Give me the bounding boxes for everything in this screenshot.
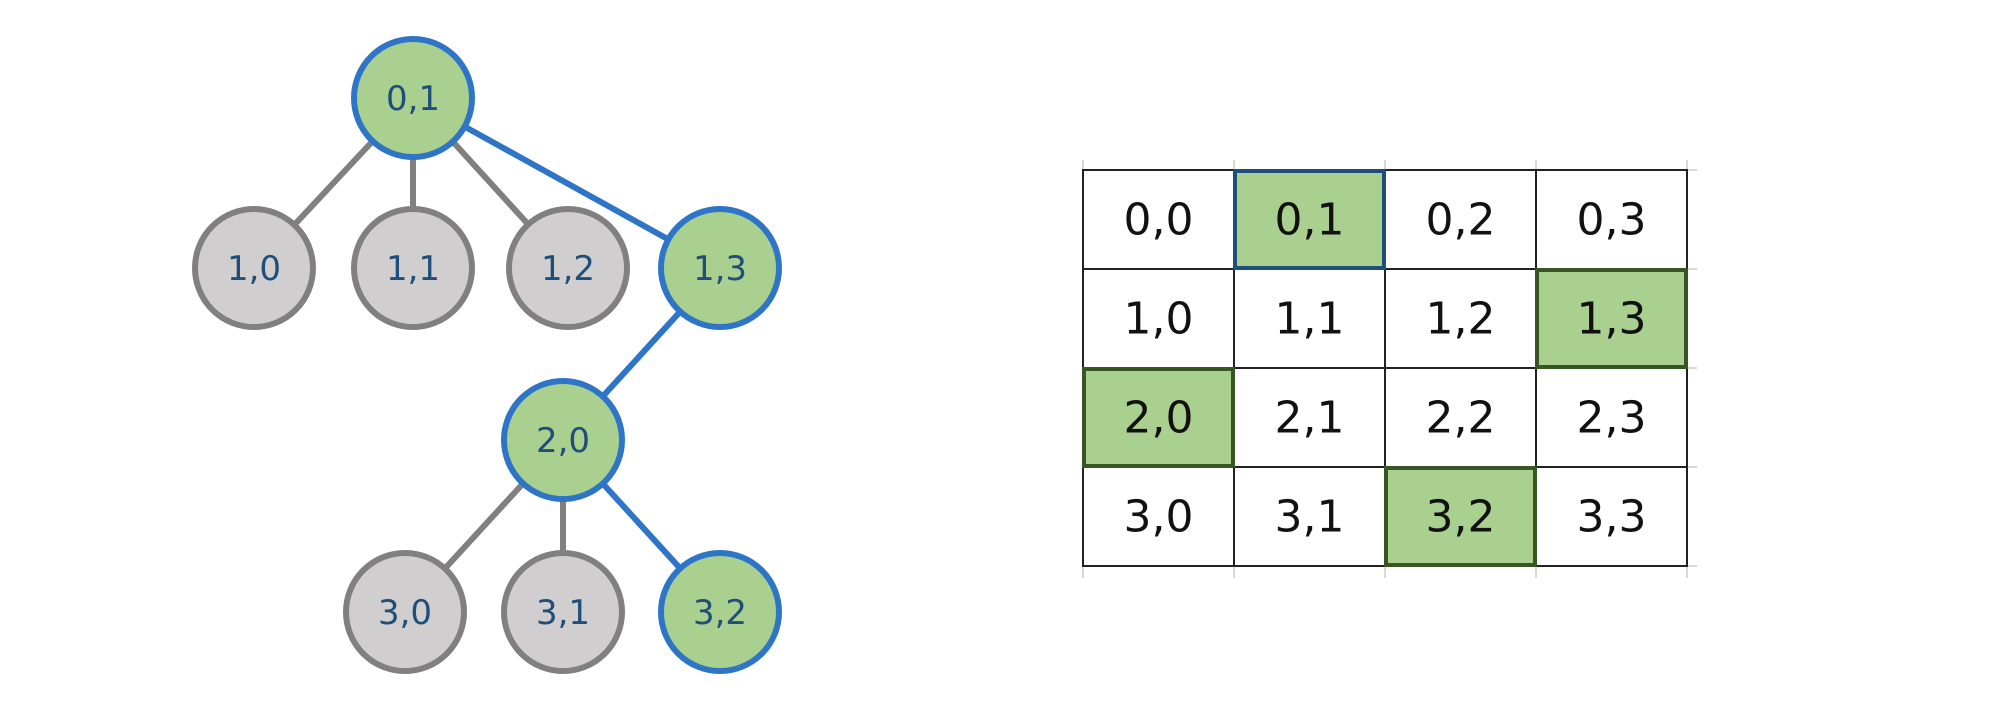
board-cell-3-3: 3,3	[1535, 466, 1688, 567]
board-cell-background	[1233, 169, 1386, 270]
tree-node-label: 1,1	[386, 249, 440, 289]
board-cell-2-3: 2,3	[1535, 367, 1688, 468]
board-cell-background	[1535, 367, 1688, 468]
tree-node-circle	[343, 550, 467, 674]
board-cell-label: 1,0	[1124, 294, 1194, 345]
tree-node-0-1: 0,1	[351, 36, 475, 160]
tree-node-3-0: 3,0	[343, 550, 467, 674]
board-cell-1-1: 1,1	[1233, 268, 1386, 369]
board-cell-highlight-border	[1384, 466, 1537, 567]
board-cell-label: 1,2	[1426, 294, 1496, 345]
board-cell-label: 2,0	[1124, 393, 1194, 444]
tree-node-circle	[658, 550, 782, 674]
board-cell-label: 3,0	[1124, 492, 1194, 543]
board-cell-highlight-border	[1535, 268, 1688, 369]
tree-edges	[251, 95, 723, 615]
tree-node-circle	[501, 550, 625, 674]
board-cell-label: 2,1	[1275, 393, 1345, 444]
board-cell-background	[1384, 268, 1537, 369]
tree-node-circle	[351, 36, 475, 160]
board-cell-label: 1,1	[1275, 294, 1345, 345]
tree-node-label: 3,2	[693, 593, 747, 633]
board-cell-label: 0,2	[1426, 195, 1496, 246]
tree-node-3-1: 3,1	[501, 550, 625, 674]
board-cell-1-2: 1,2	[1384, 268, 1537, 369]
board-cell-3-0: 3,0	[1082, 466, 1235, 567]
tree-node-circle	[351, 206, 475, 330]
tree-node-circle	[658, 206, 782, 330]
board-cell-background	[1082, 268, 1235, 369]
board-cell-label: 2,3	[1577, 393, 1647, 444]
tree-node-1-1: 1,1	[351, 206, 475, 330]
tree-node-2-0: 2,0	[501, 378, 625, 502]
board-cell-label: 1,3	[1577, 294, 1647, 345]
tree-node-label: 0,1	[386, 79, 440, 119]
board-cell-background	[1535, 466, 1688, 567]
board-cell-label: 3,2	[1426, 492, 1496, 543]
board-cell-0-1: 0,1	[1233, 169, 1386, 270]
tree-node-circle	[506, 206, 630, 330]
board-cell-background	[1384, 466, 1537, 567]
board-cell-2-0: 2,0	[1082, 367, 1235, 468]
board-cell-2-1: 2,1	[1233, 367, 1386, 468]
tree-node-1-2: 1,2	[506, 206, 630, 330]
board-cell-background	[1082, 466, 1235, 567]
board-cell-background	[1535, 169, 1688, 270]
board-cell-highlight-border	[1233, 169, 1386, 270]
board-cell-background	[1082, 367, 1235, 468]
board-cell-label: 0,3	[1577, 195, 1647, 246]
board-grid: 0,0 0,1 0,2 0,3 1,0 1,1 1,2 1,3 2,0 2,1 2,2 2,3 3,0 3…	[1082, 160, 1697, 578]
board-cell-label: 3,3	[1577, 492, 1647, 543]
tree-node-label: 1,3	[693, 249, 747, 289]
board-cell-3-1: 3,1	[1233, 466, 1386, 567]
board-cell-0-2: 0,2	[1384, 169, 1537, 270]
board-cell-3-2: 3,2	[1384, 466, 1537, 567]
board-cell-background	[1233, 367, 1386, 468]
tree-node-1-0: 1,0	[192, 206, 316, 330]
board-cell-highlight-border	[1082, 367, 1235, 468]
tree-node-3-2: 3,2	[658, 550, 782, 674]
board-cell-label: 0,1	[1275, 195, 1345, 246]
board-cell-label: 2,2	[1426, 393, 1496, 444]
board-cell-1-3: 1,3	[1535, 268, 1688, 369]
tree-nodes: 0,1 1,0 1,1 1,2 1,3 2,0 3,0 3,1 3,2	[192, 36, 782, 674]
tree-node-label: 1,0	[227, 249, 281, 289]
board-cell-background	[1233, 466, 1386, 567]
board-cell-2-2: 2,2	[1384, 367, 1537, 468]
board-cell-background	[1082, 169, 1235, 270]
tree-node-1-3: 1,3	[658, 206, 782, 330]
tree-node-circle	[501, 378, 625, 502]
board-cell-background	[1233, 268, 1386, 369]
board-cell-label: 0,0	[1124, 195, 1194, 246]
tree-node-label: 2,0	[536, 421, 590, 461]
board-cell-0-0: 0,0	[1082, 169, 1235, 270]
tree-node-circle	[192, 206, 316, 330]
board-cell-1-0: 1,0	[1082, 268, 1235, 369]
board-cell-label: 3,1	[1275, 492, 1345, 543]
board-cell-0-3: 0,3	[1535, 169, 1688, 270]
board-cell-background	[1384, 367, 1537, 468]
tree-node-label: 3,0	[378, 593, 432, 633]
tree-node-label: 1,2	[541, 249, 595, 289]
board-cell-background	[1384, 169, 1537, 270]
tree-node-label: 3,1	[536, 593, 590, 633]
